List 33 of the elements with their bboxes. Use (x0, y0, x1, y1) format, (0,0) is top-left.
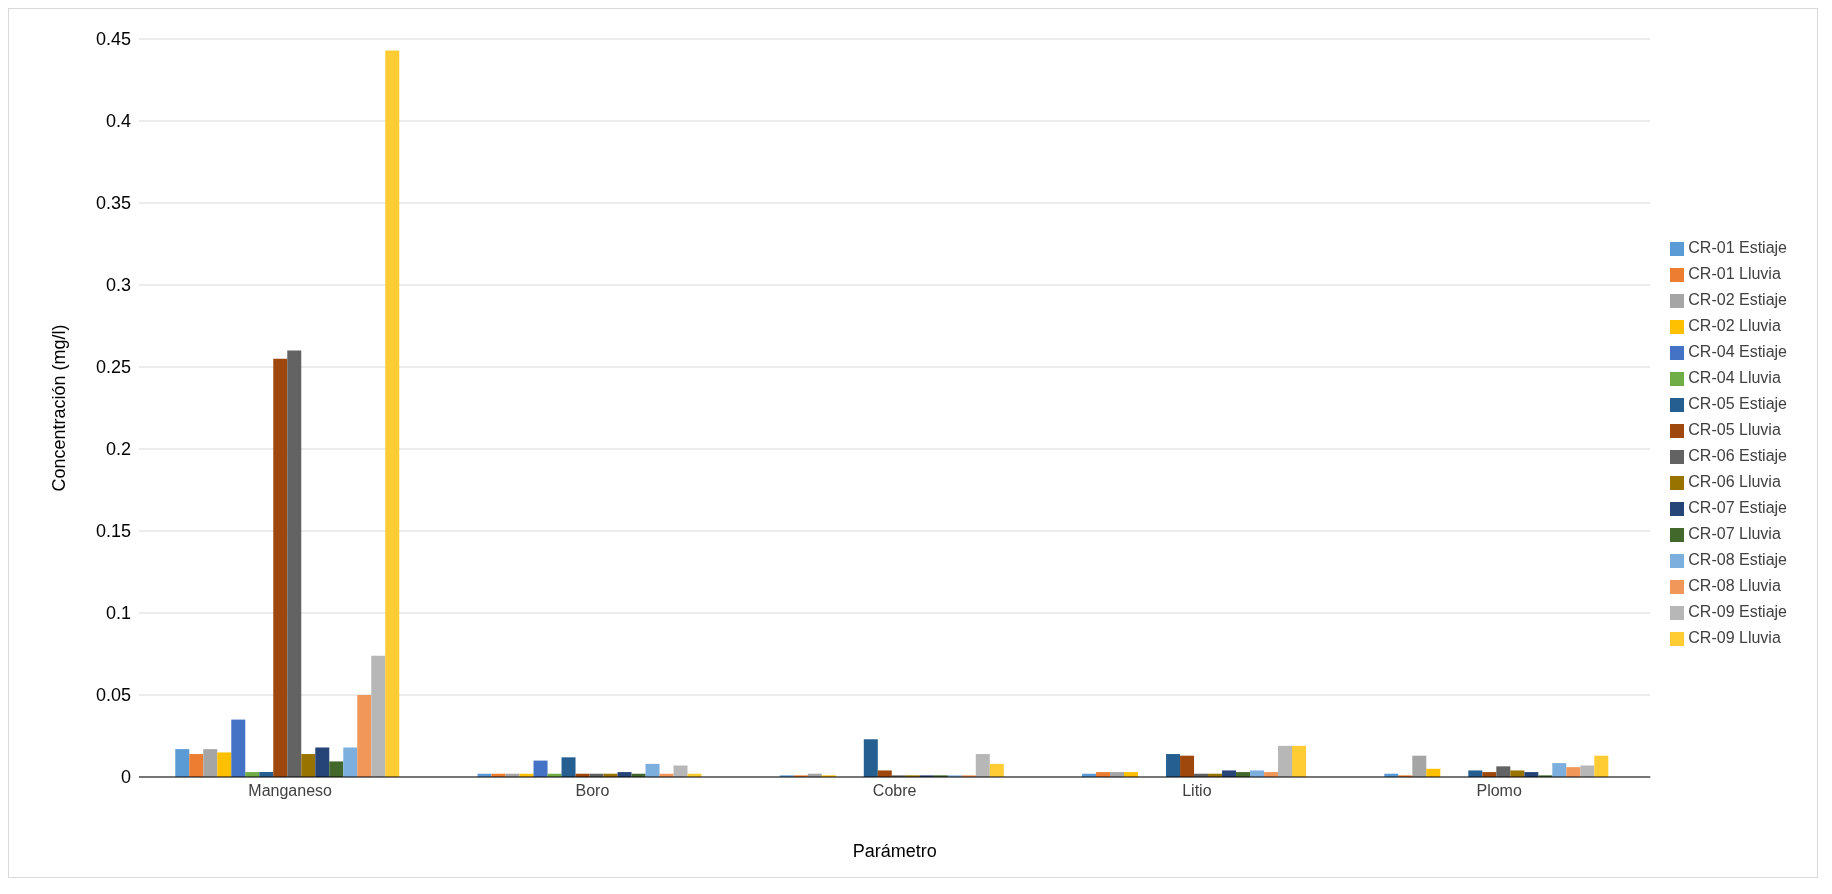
y-axis-title: Concentración (mg/l) (49, 324, 70, 492)
legend-label: CR-09 Lluvia (1688, 629, 1781, 646)
y-tick-label: 0.15 (95, 521, 131, 542)
legend-label: CR-02 Lluvia (1688, 317, 1781, 334)
x-tick-label: Boro (575, 782, 610, 800)
legend-label: CR-04 Estiaje (1688, 343, 1787, 360)
legend-label: CR-06 Lluvia (1688, 473, 1781, 490)
y-tick-label: 0.35 (95, 193, 131, 214)
legend-label: CR-09 Estiaje (1688, 603, 1787, 620)
y-tick-label: 0.25 (95, 357, 131, 378)
x-tick-label: Cobre (872, 782, 917, 800)
legend-label: CR-06 Estiaje (1688, 447, 1787, 464)
x-axis-title: Parámetro (852, 841, 937, 861)
y-tick-label: 0 (120, 767, 131, 788)
y-tick-label: 0.3 (105, 275, 131, 296)
legend-label: CR-01 Lluvia (1688, 265, 1781, 282)
legend-label: CR-04 Lluvia (1688, 369, 1781, 386)
legend-label: CR-02 Estiaje (1688, 291, 1787, 308)
y-tick-label: 0.4 (105, 111, 131, 132)
y-tick-label: 0.2 (105, 439, 131, 460)
x-tick-label: Litio (1182, 782, 1212, 800)
legend-label: CR-08 Lluvia (1688, 577, 1781, 594)
x-tick-label: Manganeso (248, 782, 333, 800)
legend-label: CR-01 Estiaje (1688, 239, 1787, 256)
x-tick-label: Plomo (1476, 782, 1522, 800)
y-tick-label: 0.45 (95, 29, 131, 50)
legend-label: CR-08 Estiaje (1688, 551, 1787, 568)
legend-label: CR-07 Lluvia (1688, 525, 1781, 542)
legend-label: CR-05 Estiaje (1688, 395, 1787, 412)
legend-label: CR-05 Lluvia (1688, 421, 1781, 438)
y-tick-label: 0.05 (95, 685, 131, 706)
y-tick-label: 0.1 (105, 603, 131, 624)
legend-label: CR-07 Estiaje (1688, 499, 1787, 516)
